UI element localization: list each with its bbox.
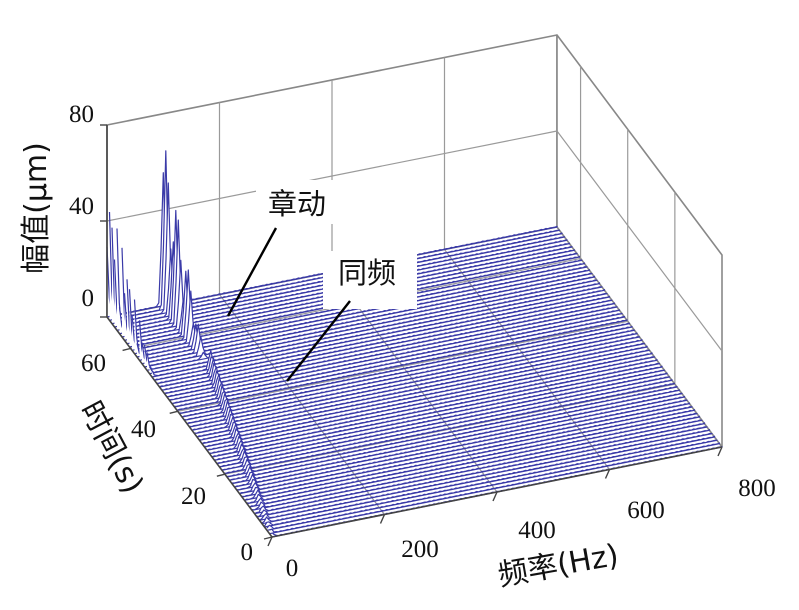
trace-44: [161, 299, 613, 391]
z-tick-label: 40: [69, 193, 94, 220]
x-tick-label: 400: [518, 517, 556, 544]
trace-24: [211, 365, 663, 458]
trace-6: [256, 426, 708, 518]
floor-grid-line: [177, 320, 628, 412]
y-tick: [122, 347, 131, 352]
trace-30: [196, 345, 648, 438]
y-tick-label: 40: [131, 416, 156, 443]
x-tick: [379, 514, 386, 524]
trace-43: [164, 302, 616, 395]
trace-47: [154, 289, 606, 381]
trace-27: [204, 356, 656, 448]
y-tick: [216, 473, 226, 477]
x-tick: [267, 536, 273, 547]
trace-19: [224, 382, 676, 475]
trace-41: [169, 309, 621, 401]
x-tick: [492, 491, 498, 502]
trace-34: [186, 332, 638, 425]
trace-49: [148, 282, 601, 375]
z-tick-label: 0: [82, 285, 95, 312]
annotation-leader: [226, 227, 278, 317]
annotation-box: [323, 251, 417, 309]
trace-39: [174, 316, 626, 408]
y-tick-label: 60: [81, 350, 106, 377]
trace-28: [201, 352, 653, 445]
trace-32: [191, 339, 643, 431]
annotation-box: [256, 180, 340, 224]
trace-5: [259, 429, 711, 521]
x-axis-label: 频率(Hz): [495, 538, 621, 594]
trace-23: [214, 369, 666, 461]
x-tick-label: 0: [286, 555, 299, 582]
trace-31: [194, 342, 646, 435]
y-tick: [263, 536, 273, 540]
annotation-leader: [286, 300, 351, 382]
y-axis-line: [106, 316, 273, 538]
trace-12: [241, 406, 693, 498]
trace-40: [171, 312, 623, 405]
y-tick: [169, 410, 178, 414]
trace-51: [143, 275, 596, 368]
trace-26: [206, 359, 658, 451]
trace-17: [229, 389, 681, 481]
trace-22: [216, 372, 668, 465]
trace-53: [138, 269, 591, 361]
x-tick-label: 600: [627, 497, 665, 524]
z-axis-label: 幅值(μm): [19, 142, 54, 274]
trace-52: [141, 272, 593, 365]
annotation-label: 章动: [268, 187, 326, 221]
annotation-label: 同频: [338, 256, 396, 290]
trace-18: [226, 386, 678, 478]
y-tick-label: 20: [181, 483, 206, 510]
trace-50: [146, 279, 598, 371]
z-tick-label: 80: [69, 101, 94, 128]
trace-42: [166, 306, 618, 398]
trace-4: [261, 432, 713, 525]
axes: [100, 124, 723, 547]
y-axis-label: 时间(s): [73, 396, 150, 500]
trace-3: [263, 435, 716, 528]
trace-8: [251, 419, 703, 511]
trace-35: [184, 329, 636, 421]
trace-1: [269, 442, 721, 535]
side-grid-line: [556, 130, 723, 352]
trace-48: [151, 286, 603, 378]
trace-9: [249, 415, 701, 508]
x-tick-label: 200: [401, 536, 439, 563]
trace-38: [176, 319, 628, 411]
trace-33: [189, 336, 641, 428]
trace-29: [199, 349, 651, 441]
trace-21: [219, 376, 671, 468]
trace-15: [234, 395, 686, 488]
trace-2: [266, 439, 718, 531]
trace-46: [156, 293, 608, 385]
y-tick-label: 0: [241, 539, 254, 566]
trace-20: [221, 379, 673, 471]
trace-10: [246, 412, 698, 505]
trace-45: [159, 295, 611, 388]
back-grid-line: [106, 130, 558, 222]
x-tick-label: 800: [738, 475, 776, 502]
trace-37: [179, 322, 631, 415]
trace-13: [239, 402, 691, 495]
trace-54: [136, 266, 588, 358]
x-tick: [604, 469, 611, 479]
trace-25: [209, 362, 661, 455]
x-tick: [717, 446, 723, 457]
trace-36: [181, 325, 633, 418]
trace-7: [254, 422, 706, 515]
trace-16: [231, 392, 683, 485]
trace-11: [244, 409, 696, 501]
trace-14: [236, 399, 688, 491]
